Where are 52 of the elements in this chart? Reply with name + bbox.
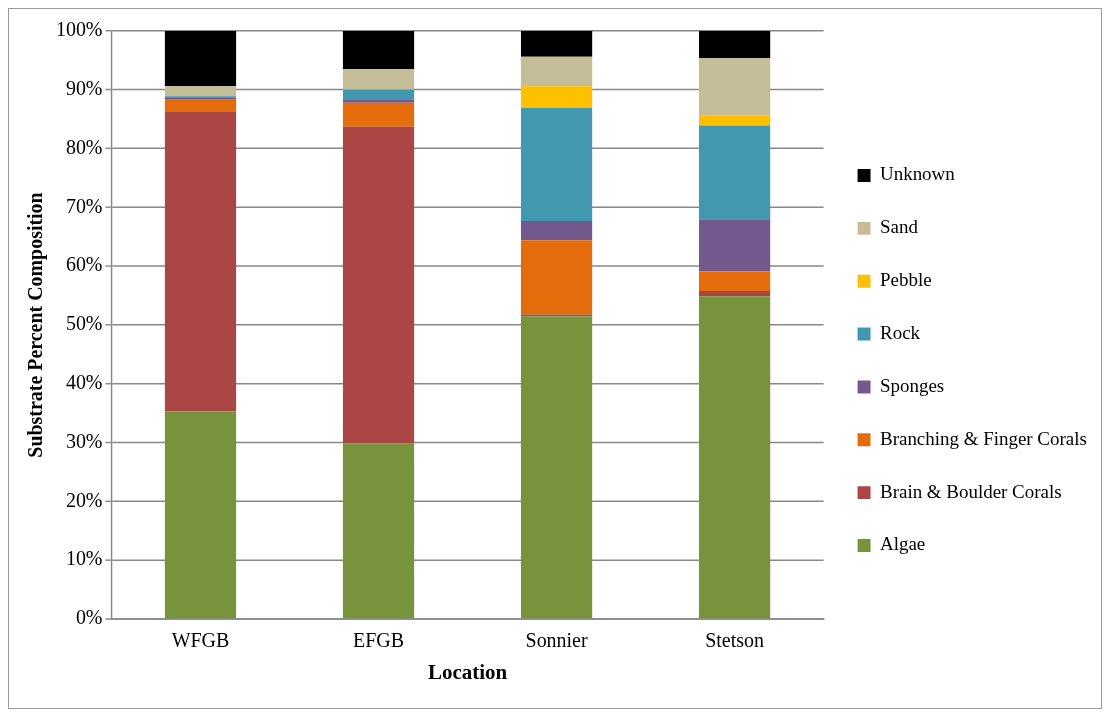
bar: [342, 30, 415, 70]
y-tick-label: 20%: [65, 488, 103, 511]
bar: [520, 316, 593, 619]
bar: [699, 30, 771, 58]
x-tick-label: EFGB: [353, 629, 405, 652]
bar: [699, 219, 771, 272]
bar: [699, 125, 771, 220]
x-tick-label: Stetson: [705, 629, 764, 652]
y-tick-label: 80%: [65, 135, 103, 158]
bar: [699, 290, 771, 297]
bar: [520, 107, 593, 221]
legend-label: Rock: [880, 322, 921, 344]
bar: [520, 30, 593, 57]
bar: [164, 99, 237, 113]
bar: [342, 99, 415, 103]
bar: [520, 220, 593, 241]
legend-label: Sand: [880, 216, 919, 238]
bar: [520, 56, 593, 87]
y-tick-label: 100%: [55, 18, 103, 41]
bar: [164, 411, 237, 619]
x-axis-title: Location: [427, 659, 508, 684]
y-tick-label: 70%: [65, 194, 103, 217]
bar: [164, 30, 237, 87]
bar: [342, 69, 415, 90]
legend-label: Algae: [880, 533, 926, 555]
x-tick-label: Sonnier: [525, 629, 588, 652]
legend-label: Pebble: [880, 269, 932, 291]
legend-label: Unknown: [880, 163, 956, 185]
x-tick-label: WFGB: [171, 629, 230, 652]
bar: [699, 271, 771, 291]
legend-label: Branching & Finger Corals: [880, 427, 1087, 449]
bar: [342, 443, 415, 619]
bar: [699, 296, 771, 619]
legend-label: Brain & Boulder Corals: [880, 480, 1062, 502]
legend-label: Sponges: [880, 374, 945, 396]
bar: [342, 89, 415, 100]
y-tick-label: 50%: [65, 312, 103, 335]
bar: [699, 57, 771, 116]
bar: [342, 102, 415, 127]
y-axis-title: Substrate Percent Composition: [24, 192, 48, 458]
bar: [520, 86, 593, 108]
y-tick-label: 40%: [65, 371, 103, 394]
bar: [164, 86, 237, 97]
bar: [342, 126, 415, 444]
y-tick-label: 30%: [65, 429, 103, 452]
y-tick-label: 90%: [65, 76, 103, 99]
bar: [164, 112, 237, 412]
y-tick-label: 10%: [65, 547, 103, 570]
y-tick-label: 0%: [75, 606, 103, 629]
y-tick-label: 60%: [65, 253, 103, 276]
bar: [699, 115, 771, 126]
bar: [520, 240, 593, 315]
